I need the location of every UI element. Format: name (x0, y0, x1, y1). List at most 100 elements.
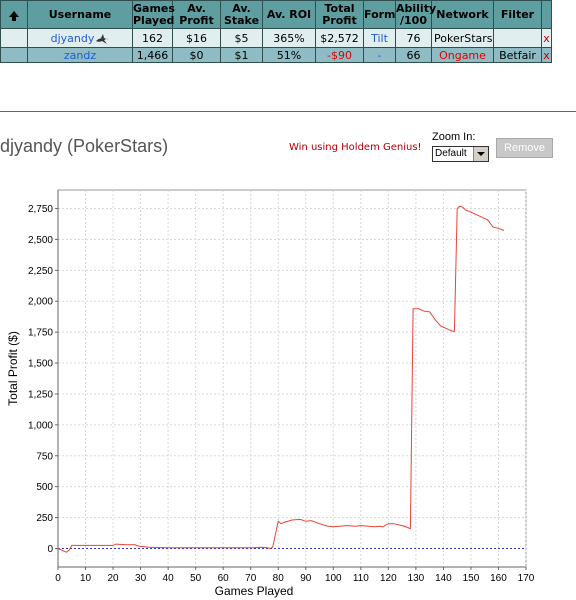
av-profit-cell: $16 (172, 28, 221, 48)
x-tick-label: 130 (408, 573, 425, 584)
y-tick-label: 1,500 (28, 359, 53, 370)
y-tick-label: 250 (36, 513, 53, 524)
x-tick-label: 70 (245, 573, 257, 584)
y-tick-label: 2,250 (28, 266, 53, 277)
x-tick-label: 90 (300, 573, 312, 584)
network-cell: PokerStars (431, 28, 494, 48)
ability-header-line1: Ability (396, 1, 437, 15)
network-header-label: Network (436, 7, 489, 21)
table-row[interactable]: zandz 1,466 $0 $1 51% -$90 - 66 Ongame B… (0, 47, 552, 63)
username-link[interactable]: djyandy (50, 31, 95, 45)
x-tick-label: 100 (325, 573, 342, 584)
x-tick-label: 140 (435, 573, 452, 584)
av-stake-header[interactable]: Av. Stake (220, 0, 263, 29)
username-cell[interactable]: djyandy (27, 28, 133, 48)
x-tick-label: 0 (55, 573, 61, 584)
promo-link[interactable]: Win using Holdem Genius! (289, 142, 422, 153)
profit-chart: 0 10 20 30 40 50 60 70 80 90 100 110 120 130 140 150 160… (6, 189, 535, 598)
stats-table: Username Games Played Av. Profit Av. Stake … (0, 0, 552, 63)
row-spacer (0, 28, 28, 48)
av-profit-header-line1: Av. (187, 1, 206, 15)
y-axis-label: Total Profit ($) (6, 331, 20, 406)
x-tick-label: 30 (135, 573, 147, 584)
x-tick-label: 40 (163, 573, 175, 584)
remove-header (541, 0, 552, 29)
network-cell: Ongame (431, 47, 494, 63)
y-tick-label: 2,500 (28, 235, 53, 246)
x-tick-label: 120 (380, 573, 397, 584)
form-link[interactable]: Tilt (371, 31, 388, 45)
filter-header[interactable]: Filter (493, 0, 542, 29)
av-stake-header-line2: Stake (223, 13, 260, 27)
x-tick-label: 160 (490, 573, 507, 584)
remove-button[interactable]: Remove (496, 138, 553, 158)
y-tick-label: 1,750 (28, 328, 53, 339)
av-stake-header-line1: Av. (232, 1, 251, 15)
zoom-select-value: Default (435, 148, 467, 159)
form-link[interactable]: - (377, 48, 382, 62)
x-tick-label: 20 (107, 573, 119, 584)
username-cell[interactable]: zandz (27, 47, 133, 63)
form-cell[interactable]: - (363, 47, 396, 63)
av-profit-cell: $0 (172, 47, 221, 63)
games-played-header-line1: Games (133, 1, 175, 15)
y-tick-label: 2,750 (28, 204, 53, 215)
av-stake-cell: $5 (220, 28, 263, 48)
player-title: djyandy (PokerStars) (0, 136, 169, 156)
total-profit-header-line2: Profit (322, 13, 357, 27)
x-tick-label: 60 (218, 573, 230, 584)
zoom-select[interactable]: Default (432, 146, 489, 162)
filter-cell (493, 28, 542, 48)
network-header[interactable]: Network (431, 0, 494, 29)
username-header[interactable]: Username (27, 0, 133, 29)
x-tick-label: 80 (273, 573, 285, 584)
av-profit-header[interactable]: Av. Profit (172, 0, 221, 29)
games-played-cell: 1,466 (132, 47, 173, 63)
y-tick-label: 750 (36, 451, 53, 462)
sort-column-header[interactable] (0, 0, 28, 29)
series-line (57, 205, 505, 553)
y-tick-label: 1,000 (28, 420, 53, 431)
filter-cell: Betfair (493, 47, 542, 63)
plot-area (57, 189, 527, 568)
x-tick-label: 110 (353, 573, 369, 584)
y-tick-label: 0 (47, 544, 53, 555)
y-tick-label: 500 (36, 482, 53, 493)
arrow-up-icon[interactable] (9, 10, 19, 21)
games-played-cell: 162 (132, 28, 173, 48)
total-profit-cell: $2,572 (315, 28, 364, 48)
x-tick-label: 170 (518, 573, 535, 584)
ability-cell: 76 (395, 28, 432, 48)
games-played-header-line2: Played (133, 13, 175, 27)
av-roi-cell: 365% (262, 28, 316, 48)
y-tick-label: 1,250 (28, 389, 53, 400)
table-header-row: Username Games Played Av. Profit Av. Stake … (0, 0, 552, 29)
av-profit-header-line2: Profit (179, 13, 214, 27)
zoom-label: Zoom In: (432, 131, 476, 143)
form-header[interactable]: Form (363, 0, 396, 29)
y-tick-label: 2,000 (28, 297, 53, 308)
total-profit-header[interactable]: Total Profit (315, 0, 364, 29)
ability-header[interactable]: Ability/100 (395, 0, 436, 29)
remove-row-button[interactable]: x (541, 47, 552, 63)
ability-cell: 66 (395, 47, 432, 63)
games-played-header[interactable]: Games Played (132, 0, 175, 29)
ability-header-line2: /100 (400, 13, 427, 27)
form-header-label: Form (364, 7, 396, 21)
form-cell[interactable]: Tilt (363, 28, 396, 48)
x-axis-label: Games Played (215, 584, 294, 598)
av-stake-cell: $1 (220, 47, 263, 63)
av-roi-header-label: Av. ROI (266, 7, 312, 21)
username-header-label: Username (48, 7, 112, 21)
table-row[interactable]: djyandy 162 $16 $5 365% $2,572 Tilt 76 P… (0, 28, 552, 48)
section-divider (0, 111, 576, 112)
av-roi-header[interactable]: Av. ROI (262, 0, 316, 29)
row-spacer (0, 47, 28, 63)
total-profit-cell: -$90 (315, 47, 364, 63)
username-link[interactable]: zandz (63, 48, 97, 62)
chevron-down-icon[interactable] (473, 147, 488, 161)
remove-row-button[interactable]: x (541, 28, 552, 48)
av-roi-cell: 51% (262, 47, 316, 63)
x-tick-label: 50 (190, 573, 202, 584)
x-tick-label: 150 (463, 573, 480, 584)
